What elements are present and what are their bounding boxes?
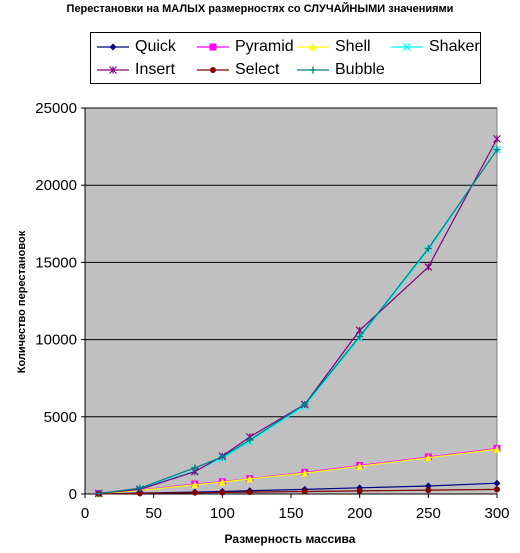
legend-marker-shaker xyxy=(403,43,411,51)
x-tick-label: 100 xyxy=(210,505,235,522)
data-point-select xyxy=(356,487,363,494)
data-point-shell xyxy=(301,469,309,477)
x-tick-label: 200 xyxy=(347,505,372,522)
data-point-bubble xyxy=(218,453,226,461)
legend-item-select: Select xyxy=(197,59,279,81)
data-point-bubble xyxy=(246,436,254,444)
data-point-shell xyxy=(246,474,254,483)
data-point-select xyxy=(494,486,500,493)
legend-item-quick: Quick xyxy=(97,36,176,58)
legend-swatch-shaker xyxy=(391,43,423,51)
y-tick-label: 10000 xyxy=(35,332,77,349)
legend-marker-shell xyxy=(309,43,317,51)
data-point-insert xyxy=(493,134,501,143)
data-point-bubble xyxy=(301,400,309,408)
legend-label-shaker: Shaker xyxy=(429,38,480,55)
data-point-bubble xyxy=(95,490,103,498)
data-point-select xyxy=(191,489,198,496)
data-point-bubble xyxy=(356,333,364,341)
legend-swatch-select xyxy=(197,67,229,73)
legend-swatch-quick xyxy=(97,43,129,51)
plot-area xyxy=(84,107,498,495)
data-point-bubble xyxy=(424,245,432,253)
data-point-shell xyxy=(424,453,432,462)
legend-marker-pyramid xyxy=(209,43,217,51)
x-tick-label: 0 xyxy=(81,505,89,522)
legend-marker-insert xyxy=(109,66,117,74)
data-point-quick xyxy=(493,479,501,487)
y-tick-label: 25000 xyxy=(35,100,77,117)
data-point-select xyxy=(246,489,253,496)
x-tick-label: 250 xyxy=(416,505,441,522)
data-point-insert xyxy=(424,263,433,271)
legend-swatch-pyramid xyxy=(197,43,229,51)
legend-item-shaker: Shaker xyxy=(391,36,480,58)
legend-label-pyramid: Pyramid xyxy=(235,38,294,55)
data-point-shell xyxy=(493,445,501,453)
legend-item-insert: Insert xyxy=(97,59,175,81)
chart-legend: Quick Pyramid Shell Shaker Insert Select Bubbl… xyxy=(90,32,481,84)
data-point-bubble xyxy=(136,484,144,492)
legend-swatch-shell xyxy=(297,43,329,51)
x-tick-label: 50 xyxy=(145,505,162,522)
data-point-select xyxy=(136,490,143,497)
data-point-select xyxy=(219,489,226,496)
legend-label-shell: Shell xyxy=(335,38,371,55)
legend-marker-bubble xyxy=(309,66,317,74)
legend-swatch-bubble xyxy=(297,66,329,74)
legend-marker-select xyxy=(210,67,216,73)
y-tick-label: 15000 xyxy=(35,254,77,271)
legend-marker-quick xyxy=(109,43,117,51)
chart-title: Перестановки на МАЛЫХ размерностях со СЛ… xyxy=(66,3,454,15)
legend-item-shell: Shell xyxy=(297,36,371,58)
y-tick-label: 0 xyxy=(69,486,77,503)
x-axis-label: Размерность массива xyxy=(224,532,356,546)
legend-label-quick: Quick xyxy=(135,38,176,55)
legend-label-bubble: Bubble xyxy=(335,61,385,78)
legend-label-select: Select xyxy=(235,61,280,78)
legend-item-bubble: Bubble xyxy=(297,59,385,81)
y-tick-label: 20000 xyxy=(35,177,77,194)
legend-swatch-insert xyxy=(97,66,129,74)
data-point-select xyxy=(425,487,432,494)
data-point-select xyxy=(301,488,308,495)
y-tick-label: 5000 xyxy=(44,409,77,426)
data-point-shell xyxy=(218,478,226,486)
legend-item-pyramid: Pyramid xyxy=(197,36,294,58)
data-point-bubble xyxy=(493,146,501,154)
data-point-shell xyxy=(356,462,364,470)
x-tick-label: 150 xyxy=(278,505,303,522)
x-tick-label: 300 xyxy=(484,505,509,522)
data-point-shell xyxy=(191,480,199,489)
data-point-bubble xyxy=(191,464,199,472)
legend-label-insert: Insert xyxy=(135,61,176,78)
